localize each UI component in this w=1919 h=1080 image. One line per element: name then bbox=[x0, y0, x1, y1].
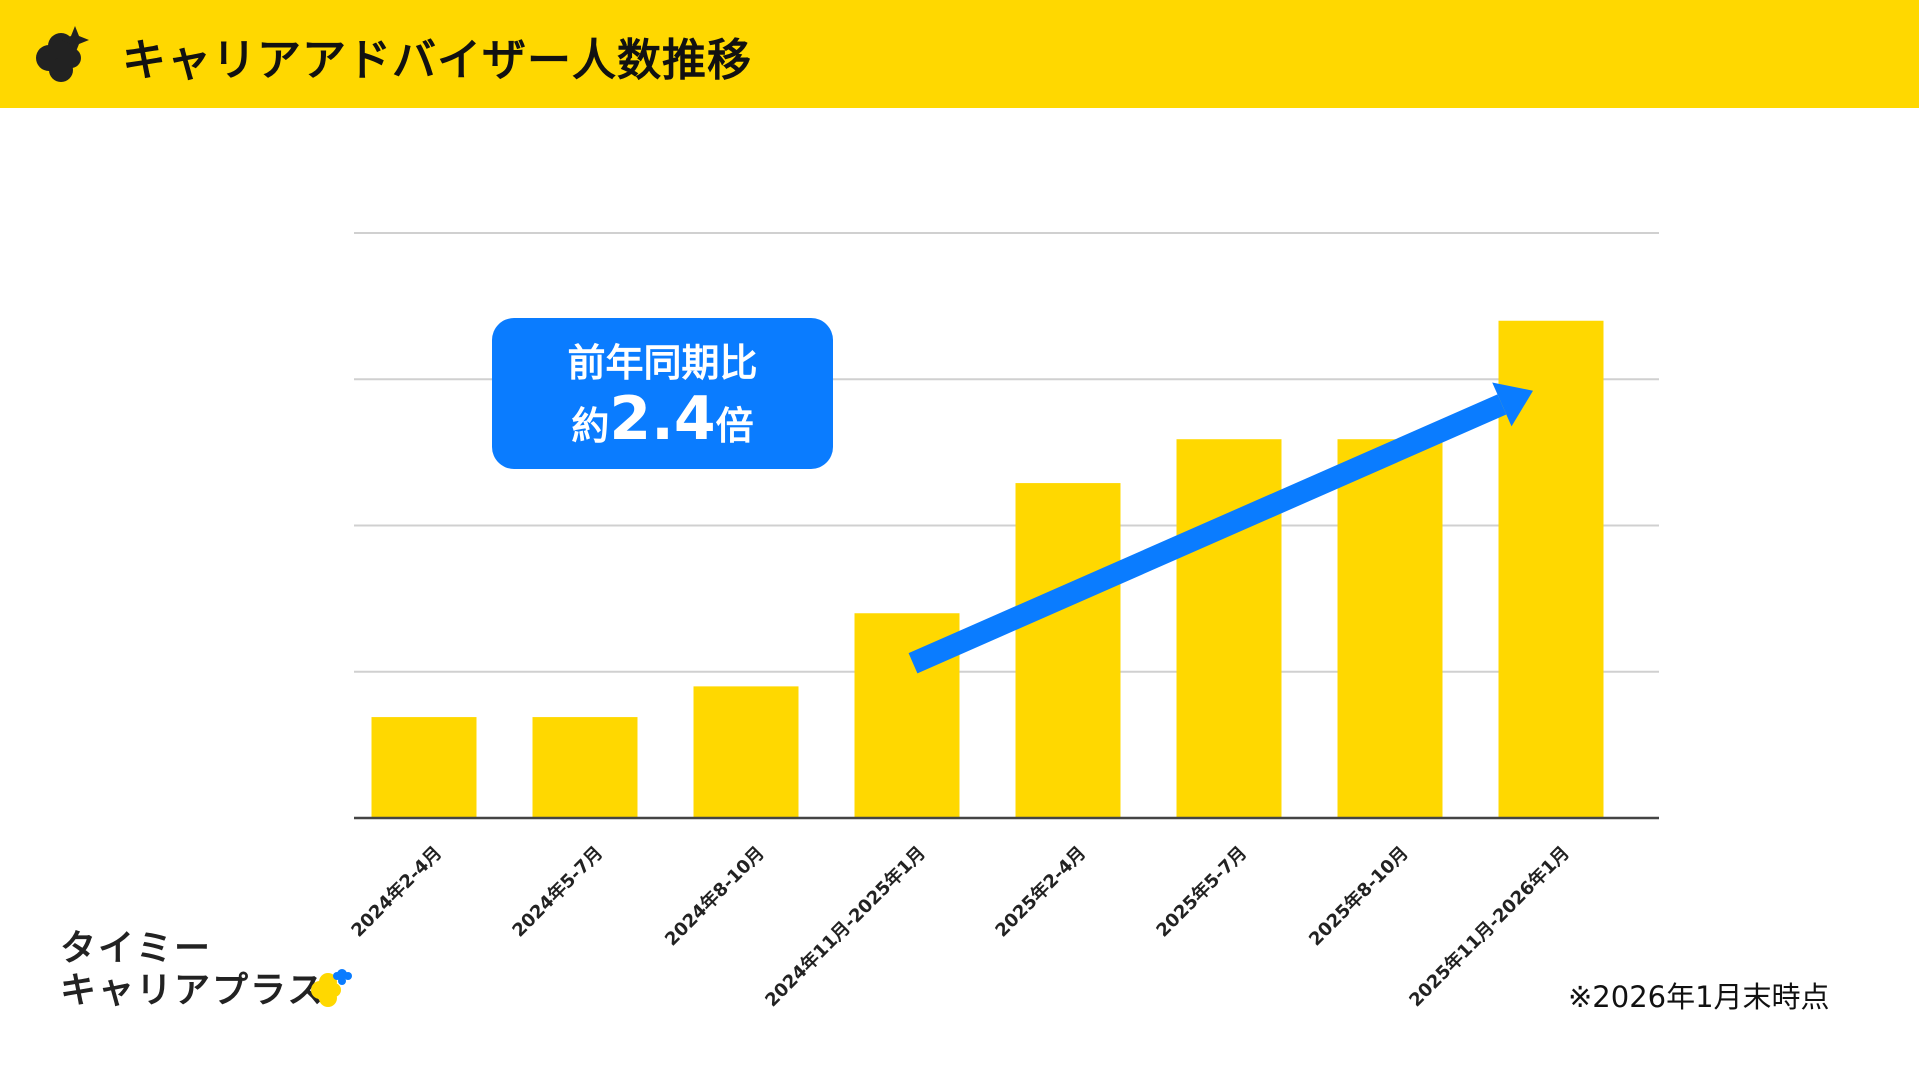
bar bbox=[693, 686, 799, 818]
footnote: ※2026年1月末時点 bbox=[1568, 980, 1830, 1014]
trend-arrow-shaft bbox=[908, 394, 1507, 674]
trend-arrow-head bbox=[1492, 382, 1533, 427]
bar bbox=[371, 717, 477, 818]
brand-sparkle-icon bbox=[311, 969, 352, 1007]
brand-logo: タイミー キャリアプラス bbox=[60, 928, 325, 1012]
bar bbox=[1176, 439, 1282, 818]
callout-value: 2.4 bbox=[609, 384, 716, 454]
callout-prefix: 約 bbox=[571, 404, 610, 448]
callout-suffix: 倍 bbox=[715, 404, 754, 448]
clover-sparkle-icon bbox=[36, 26, 89, 82]
header-bar: キャリアアドバイザー人数推移 bbox=[0, 0, 1919, 108]
brand-line1: タイミー bbox=[60, 928, 213, 969]
callout-value-line: 約2.4倍 bbox=[492, 384, 833, 454]
bar bbox=[532, 717, 638, 818]
page-title: キャリアアドバイザー人数推移 bbox=[122, 35, 752, 86]
brand-line2: キャリアプラス bbox=[60, 970, 326, 1011]
bar bbox=[1337, 439, 1443, 818]
yoy-callout: 前年同期比 約2.4倍 bbox=[492, 318, 833, 469]
callout-title: 前年同期比 bbox=[567, 341, 758, 385]
bar bbox=[1015, 483, 1121, 818]
